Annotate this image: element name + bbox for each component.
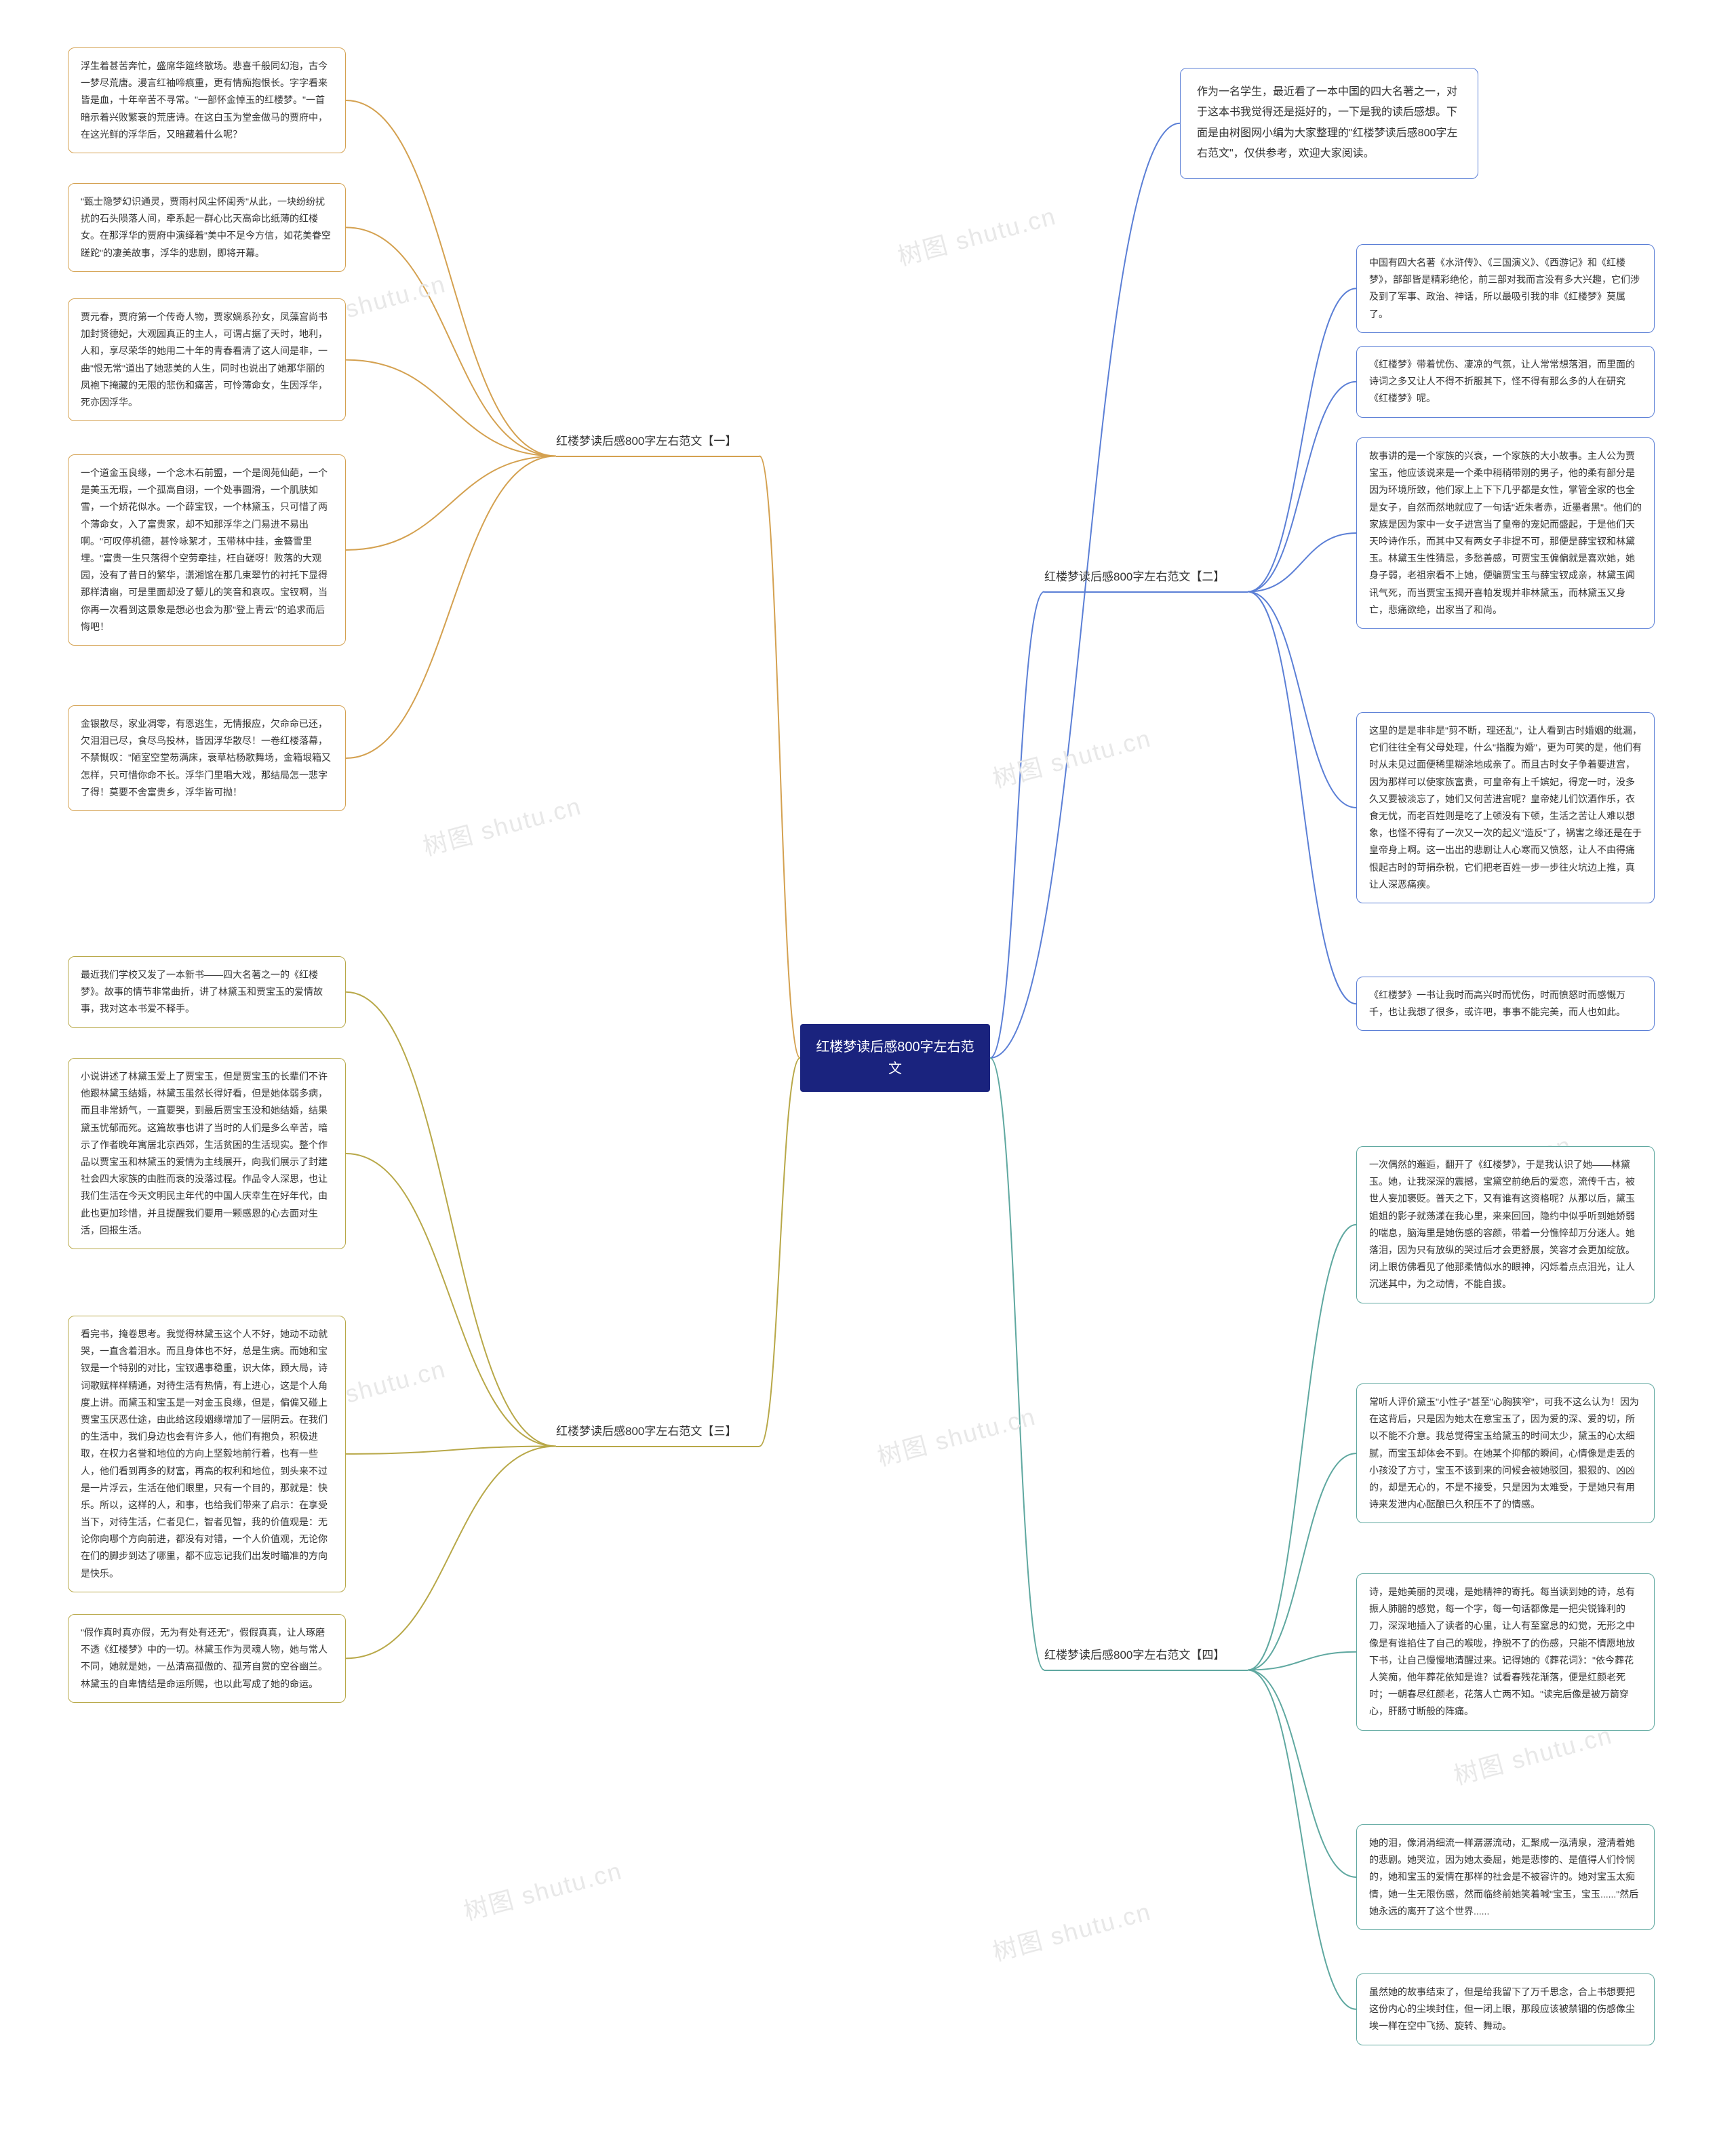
leaf-box: 金银散尽，家业凋零，有恩逃生，无情报应，欠命命已还，欠泪泪已尽，食尽鸟投林，皆因… <box>68 705 346 811</box>
leaf-text: 看完书，掩卷思考。我觉得林黛玉这个人不好，她动不动就哭，一直含着泪水。而且身体也… <box>81 1329 328 1579</box>
leaf-box: 常听人评价黛玉"小性子"甚至"心胸狭窄"，可我不这么认为！因为在这背后，只是因为… <box>1356 1383 1655 1523</box>
leaf-box: "假作真时真亦假，无为有处有还无"，假假真真，让人琢磨不透《红楼梦》中的一切。林… <box>68 1614 346 1703</box>
center-node: 红楼梦读后感800字左右范文 <box>800 1024 990 1092</box>
leaf-text: 诗，是她美丽的灵魂，是她精神的寄托。每当读到她的诗，总有振人肺腑的感觉，每一个字… <box>1369 1586 1635 1716</box>
watermark: 树图 shutu.cn <box>459 1851 625 1927</box>
watermark: 树图 shutu.cn <box>893 197 1059 273</box>
leaf-box: 她的泪，像涓涓细流一样潺潺流动，汇聚成一泓清泉，澄清着她的悲剧。她哭泣，因为她太… <box>1356 1824 1655 1930</box>
leaf-text: 故事讲的是一个家族的兴衰，一个家族的大小故事。主人公为贾宝玉，他应该说来是一个柔… <box>1369 450 1642 615</box>
leaf-box: 《红楼梦》带着忧伤、凄凉的气氛，让人常常想落泪，而里面的诗词之多又让人不得不折服… <box>1356 346 1655 418</box>
leaf-text: 贾元春，贾府第一个传奇人物，贾家嫡系孙女，凤藻宫尚书加封贤德妃，大观园真正的主人… <box>81 311 328 408</box>
branch-label: 红楼梦读后感800字左右范文【四】 <box>1044 1649 1225 1662</box>
leaf-text: 一次偶然的邂逅，翻开了《红楼梦》，于是我认识了她——林黛玉。她，让我深深的震撼，… <box>1369 1159 1635 1289</box>
branch-label: 红楼梦读后感800字左右范文【一】 <box>556 435 736 448</box>
branch-node-b3: 红楼梦读后感800字左右范文【三】 <box>556 1417 760 1447</box>
leaf-text: 《红楼梦》带着忧伤、凄凉的气氛，让人常常想落泪，而里面的诗词之多又让人不得不折服… <box>1369 359 1635 404</box>
leaf-text: 中国有四大名著《水浒传》、《三国演义》、《西游记》和《红楼梦》，部部皆是精彩绝伦… <box>1369 257 1640 319</box>
leaf-text: "假作真时真亦假，无为有处有还无"，假假真真，让人琢磨不透《红楼梦》中的一切。林… <box>81 1627 328 1689</box>
branch-node-b2: 红楼梦读后感800字左右范文【二】 <box>1044 563 1248 593</box>
leaf-box: 看完书，掩卷思考。我觉得林黛玉这个人不好，她动不动就哭，一直含着泪水。而且身体也… <box>68 1316 346 1592</box>
center-title: 红楼梦读后感800字左右范文 <box>816 1040 974 1076</box>
leaf-text: 虽然她的故事结束了，但是给我留下了万千思念，合上书想要把这份内心的尘埃封住，但一… <box>1369 1986 1635 2031</box>
leaf-box: 一次偶然的邂逅，翻开了《红楼梦》，于是我认识了她——林黛玉。她，让我深深的震撼，… <box>1356 1146 1655 1303</box>
leaf-box: 一个道金玉良缘，一个念木石前盟，一个是阆苑仙葩，一个是美玉无瑕，一个孤高自诩，一… <box>68 454 346 646</box>
branch-label: 红楼梦读后感800字左右范文【二】 <box>1044 570 1225 583</box>
leaf-box: 浮生着甚苦奔忙，盛席华筵终散场。悲喜千般同幻泡，古今一梦尽荒唐。漫言红袖啼痕重，… <box>68 47 346 153</box>
leaf-box: 《红楼梦》一书让我时而高兴时而忧伤，时而愤怒时而感慨万千，也让我想了很多，或许吧… <box>1356 977 1655 1031</box>
leaf-text: 这里的是是非非是"剪不断，理还乱"，让人看到古时婚姻的纰漏，它们往往全有父母处理… <box>1369 725 1642 890</box>
leaf-text: 金银散尽，家业凋零，有恩逃生，无情报应，欠命命已还，欠泪泪已尽，食尽鸟投林，皆因… <box>81 718 331 798</box>
leaf-box: 小说讲述了林黛玉爱上了贾宝玉，但是贾宝玉的长辈们不许他跟林黛玉结婚，林黛玉虽然长… <box>68 1058 346 1249</box>
leaf-text: 她的泪，像涓涓细流一样潺潺流动，汇聚成一泓清泉，澄清着她的悲剧。她哭泣，因为她太… <box>1369 1837 1638 1917</box>
leaf-box: 贾元春，贾府第一个传奇人物，贾家嫡系孙女，凤藻宫尚书加封贤德妃，大观园真正的主人… <box>68 298 346 421</box>
branch-node-b1: 红楼梦读后感800字左右范文【一】 <box>556 427 760 457</box>
leaf-text: 小说讲述了林黛玉爱上了贾宝玉，但是贾宝玉的长辈们不许他跟林黛玉结婚，林黛玉虽然长… <box>81 1071 328 1236</box>
leaf-box: 最近我们学校又发了一本新书——四大名著之一的《红楼梦》。故事的情节非常曲折，讲了… <box>68 956 346 1028</box>
watermark: 树图 shutu.cn <box>988 719 1154 795</box>
mindmap-root: 红楼梦读后感800字左右范文 作为一名学生，最近看了一本中国的四大名著之一，对于… <box>27 27 1709 2114</box>
leaf-box: 中国有四大名著《水浒传》、《三国演义》、《西游记》和《红楼梦》，部部皆是精彩绝伦… <box>1356 244 1655 333</box>
branch-label: 红楼梦读后感800字左右范文【三】 <box>556 1425 736 1438</box>
leaf-text: 《红楼梦》一书让我时而高兴时而忧伤，时而愤怒时而感慨万千，也让我想了很多，或许吧… <box>1369 989 1625 1017</box>
leaf-text: "甄士隐梦幻识通灵，贾雨村风尘怀闺秀"从此，一块纷纷扰扰的石头陨落人间，牵系起一… <box>81 196 331 258</box>
leaf-box: 故事讲的是一个家族的兴衰，一个家族的大小故事。主人公为贾宝玉，他应该说来是一个柔… <box>1356 437 1655 629</box>
intro-box: 作为一名学生，最近看了一本中国的四大名著之一，对于这本书我觉得还是挺好的，一下是… <box>1180 68 1478 179</box>
watermark: 树图 shutu.cn <box>418 787 585 863</box>
branch-node-b4: 红楼梦读后感800字左右范文【四】 <box>1044 1641 1248 1671</box>
watermark: 树图 shutu.cn <box>873 1397 1039 1473</box>
leaf-text: 浮生着甚苦奔忙，盛席华筵终散场。悲喜千般同幻泡，古今一梦尽荒唐。漫言红袖啼痕重，… <box>81 60 328 140</box>
leaf-box: 这里的是是非非是"剪不断，理还乱"，让人看到古时婚姻的纰漏，它们往往全有父母处理… <box>1356 712 1655 903</box>
leaf-box: "甄士隐梦幻识通灵，贾雨村风尘怀闺秀"从此，一块纷纷扰扰的石头陨落人间，牵系起一… <box>68 183 346 272</box>
watermark: 树图 shutu.cn <box>988 1892 1154 1968</box>
intro-text: 作为一名学生，最近看了一本中国的四大名著之一，对于这本书我觉得还是挺好的，一下是… <box>1197 86 1457 159</box>
leaf-text: 一个道金玉良缘，一个念木石前盟，一个是阆苑仙葩，一个是美玉无瑕，一个孤高自诩，一… <box>81 467 328 632</box>
leaf-box: 诗，是她美丽的灵魂，是她精神的寄托。每当读到她的诗，总有振人肺腑的感觉，每一个字… <box>1356 1573 1655 1731</box>
leaf-text: 常听人评价黛玉"小性子"甚至"心胸狭窄"，可我不这么认为！因为在这背后，只是因为… <box>1369 1396 1639 1510</box>
leaf-box: 虽然她的故事结束了，但是给我留下了万千思念，合上书想要把这份内心的尘埃封住，但一… <box>1356 1973 1655 2045</box>
leaf-text: 最近我们学校又发了一本新书——四大名著之一的《红楼梦》。故事的情节非常曲折，讲了… <box>81 969 323 1014</box>
